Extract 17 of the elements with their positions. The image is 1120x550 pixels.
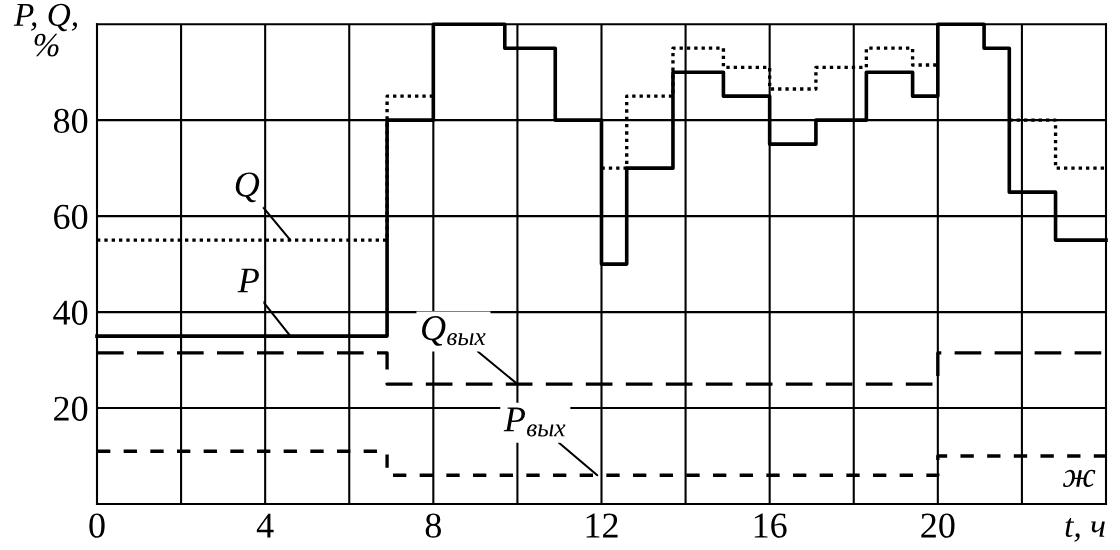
y-tick-label: 40 [53, 300, 88, 325]
annotation: Q [235, 172, 260, 203]
annotation: P$_{вых}$ [503, 407, 566, 437]
x-axis-title: t, ч [1065, 517, 1105, 542]
y-tick-label: 80 [53, 108, 88, 134]
x-tick-label: 12 [586, 513, 618, 538]
y-tick-label: 60 [54, 204, 88, 230]
x-tick-label: 0 [89, 513, 105, 538]
x-tick-label: 16 [754, 513, 787, 538]
y-tick-label: 20 [54, 396, 88, 421]
x-tick-label: 8 [425, 513, 441, 538]
annotation: P [237, 268, 259, 293]
x-tick-label: 4 [256, 513, 274, 538]
x-tick-label: 20 [921, 513, 955, 538]
annotation: ж [1063, 469, 1096, 488]
annotation: Q$_{вых}$ [422, 316, 486, 346]
y-axis-title: P, Q, % [13, 3, 78, 57]
